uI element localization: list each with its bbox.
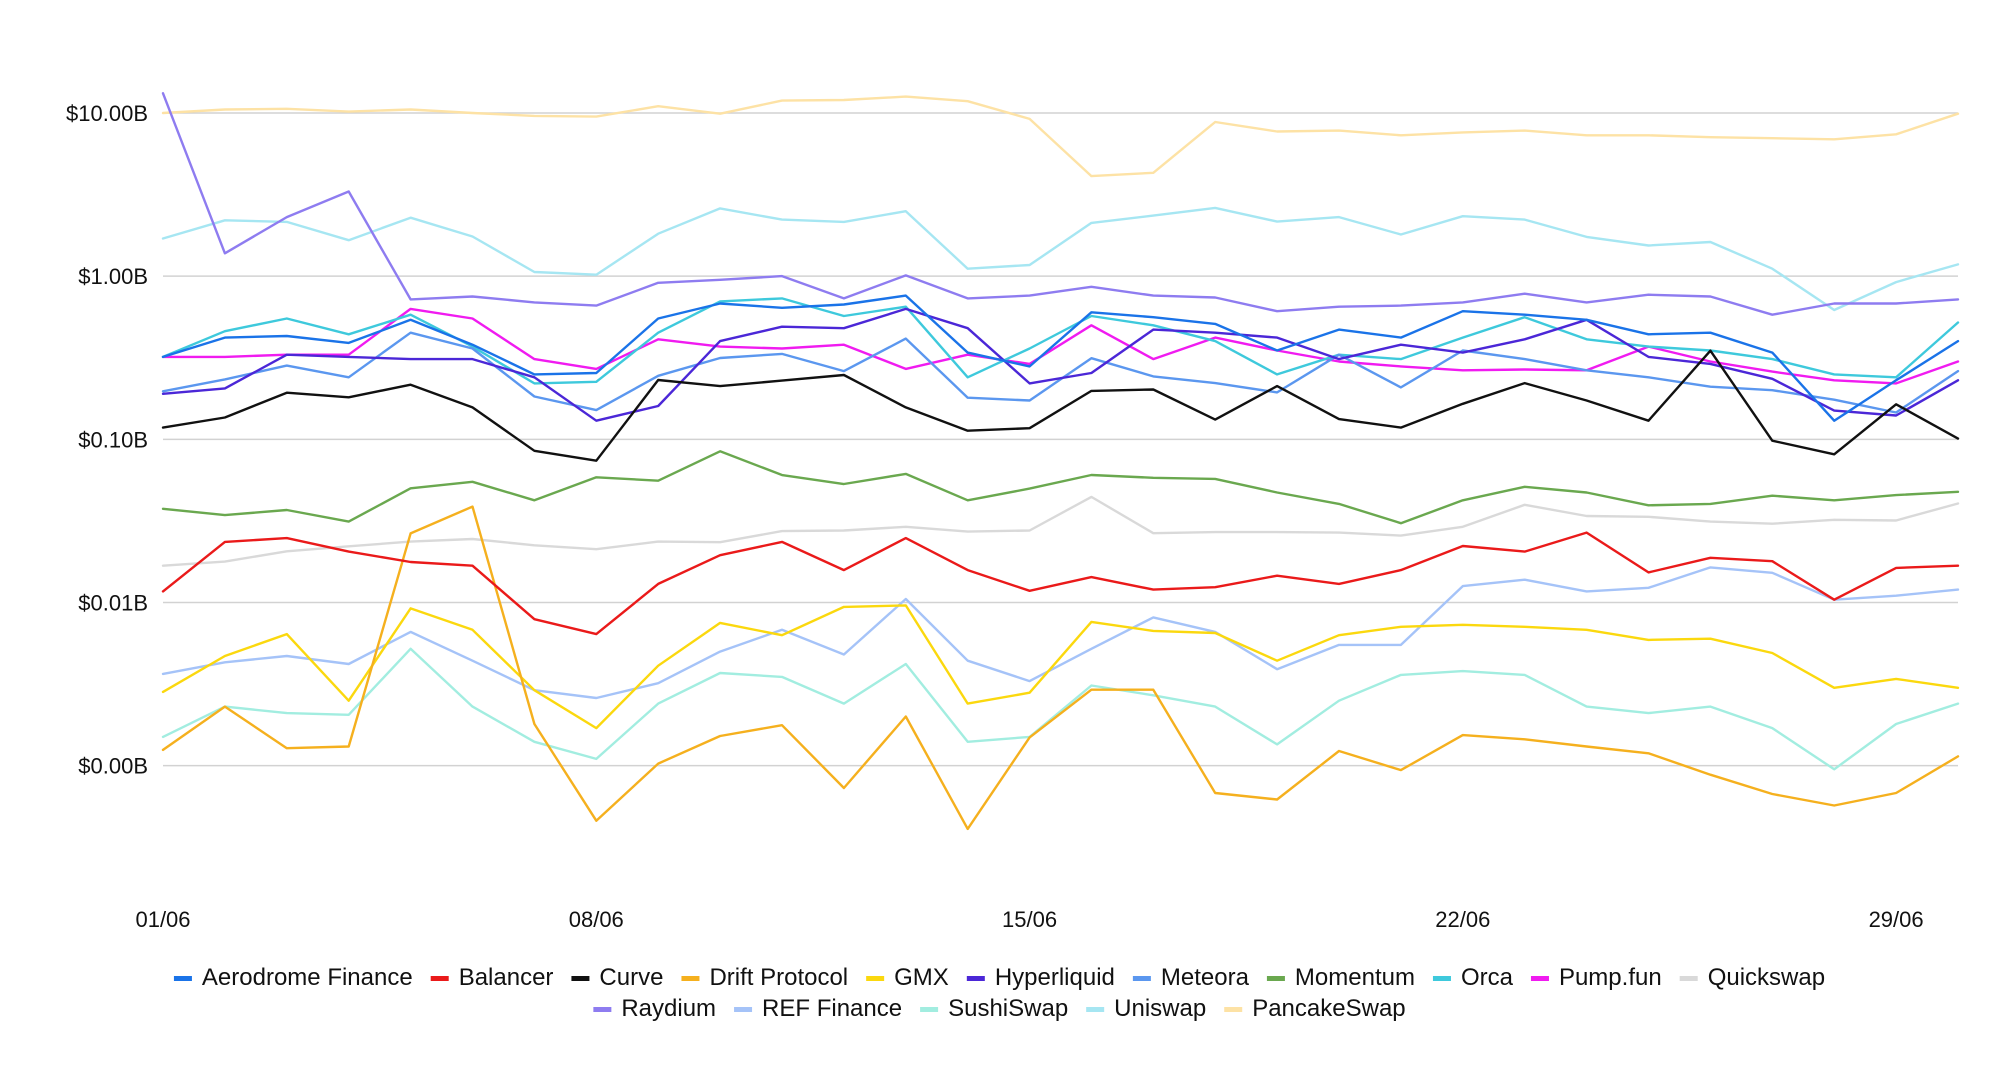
legend-label: Uniswap xyxy=(1114,995,1206,1022)
legend-label: Quickswap xyxy=(1708,964,1825,991)
legend-label: Curve xyxy=(599,964,663,991)
legend-label: GMX xyxy=(894,964,949,991)
series-line-gmx xyxy=(161,604,1960,730)
legend-label: SushiSwap xyxy=(948,995,1068,1022)
legend-swatch xyxy=(1679,976,1698,981)
legend-swatch xyxy=(1086,1007,1105,1012)
y-tick-label: $10.00B xyxy=(66,101,148,126)
series-line-hyperliquid xyxy=(161,307,1960,422)
series-lines xyxy=(161,92,1960,831)
legend-swatch xyxy=(966,976,985,981)
legend-label: Pump.fun xyxy=(1559,964,1662,991)
legend-label: Aerodrome Finance xyxy=(202,964,413,991)
y-axis-tick-labels: $10.00B $1.00B $0.10B $0.01B $0.00B xyxy=(66,101,148,779)
x-tick-label: 15/06 xyxy=(1002,907,1057,932)
legend-label: Momentum xyxy=(1295,964,1415,991)
legend-label: Hyperliquid xyxy=(995,964,1115,991)
x-axis-tick-labels: 01/06 08/06 15/06 22/06 29/06 xyxy=(135,907,1923,932)
legend-item-raydium: Raydium xyxy=(593,995,716,1022)
y-tick-label: $0.01B xyxy=(78,590,148,615)
y-tick-label: $0.00B xyxy=(78,754,148,779)
legend-swatch xyxy=(1266,976,1285,981)
x-tick-label: 08/06 xyxy=(569,907,624,932)
series-line-momentum xyxy=(161,450,1960,525)
legend-label: Drift Protocol xyxy=(709,964,848,991)
legend-swatch xyxy=(173,976,192,981)
gridlines xyxy=(163,112,1958,767)
x-tick-label: 22/06 xyxy=(1435,907,1490,932)
legend-item-uniswap: Uniswap xyxy=(1086,995,1206,1022)
legend-item-ref-finance: REF Finance xyxy=(734,995,902,1022)
legend-label: Orca xyxy=(1461,964,1514,991)
x-tick-label: 01/06 xyxy=(135,907,190,932)
series-line-ref-finance xyxy=(161,566,1960,700)
legend-label: Raydium xyxy=(621,995,716,1022)
legend-item-pancakeswap: PancakeSwap xyxy=(1224,995,1406,1022)
legend-item-pump-fun: Pump.fun xyxy=(1530,964,1662,991)
legend-item-sushiswap: SushiSwap xyxy=(920,995,1068,1022)
legend-item-drift-protocol: Drift Protocol xyxy=(681,964,848,991)
legend-swatch xyxy=(866,976,885,981)
legend-swatch xyxy=(430,976,449,981)
legend-item-balancer: Balancer xyxy=(430,964,554,991)
series-line-pancakeswap xyxy=(161,95,1960,178)
legend-item-meteora: Meteora xyxy=(1132,964,1250,991)
legend-swatch xyxy=(920,1007,939,1012)
series-line-drift-protocol xyxy=(161,505,1960,831)
legend-swatch xyxy=(681,976,700,981)
x-tick-label: 29/06 xyxy=(1869,907,1924,932)
legend-item-curve: Curve xyxy=(571,964,663,991)
legend-item-gmx: GMX xyxy=(866,964,949,991)
legend-item-orca: Orca xyxy=(1432,964,1514,991)
series-line-curve xyxy=(161,349,1960,462)
legend-item-aerodrome-finance: Aerodrome Finance xyxy=(173,964,413,991)
legend-item-hyperliquid: Hyperliquid xyxy=(966,964,1115,991)
legend-item-momentum: Momentum xyxy=(1266,964,1415,991)
series-line-aerodrome-finance xyxy=(161,294,1960,422)
legend-swatch xyxy=(1530,976,1549,981)
series-line-balancer xyxy=(161,531,1960,636)
legend-label: Balancer xyxy=(459,964,554,991)
y-tick-label: $1.00B xyxy=(78,264,148,289)
legend: Aerodrome Finance Balancer Curve Drift Prot… xyxy=(173,964,1825,1022)
legend-label: PancakeSwap xyxy=(1252,995,1405,1022)
y-tick-label: $0.10B xyxy=(78,427,148,452)
series-line-uniswap xyxy=(161,206,1960,312)
legend-swatch xyxy=(571,976,590,981)
legend-swatch xyxy=(593,1007,612,1012)
legend-swatch xyxy=(1432,976,1451,981)
legend-label: REF Finance xyxy=(762,995,902,1022)
legend-label: Meteora xyxy=(1161,964,1250,991)
legend-swatch xyxy=(734,1007,753,1012)
series-line-pump-fun xyxy=(161,307,1960,385)
legend-item-quickswap: Quickswap xyxy=(1679,964,1825,991)
series-line-raydium xyxy=(161,92,1960,316)
series-line-quickswap xyxy=(161,495,1960,567)
legend-swatch xyxy=(1224,1007,1243,1012)
series-line-sushiswap xyxy=(161,647,1960,771)
legend-swatch xyxy=(1132,976,1151,981)
